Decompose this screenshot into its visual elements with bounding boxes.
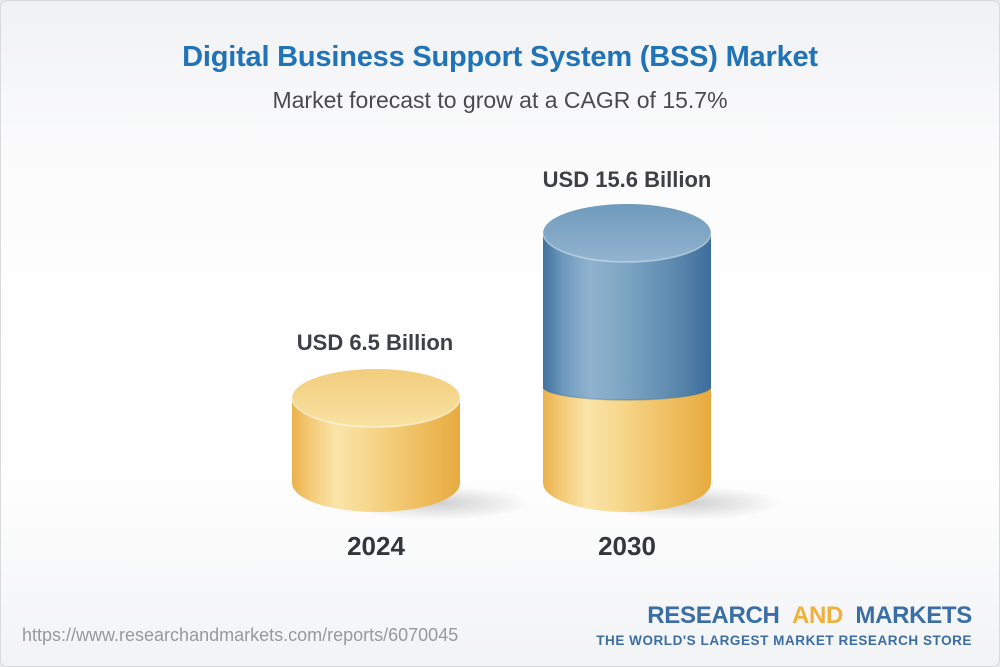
logo-word-and: AND: [791, 602, 844, 629]
bar-2030-gold-segment: [543, 387, 711, 512]
chart-title: Digital Business Support System (BSS) Ma…: [182, 41, 818, 73]
chart-subtitle: Market forecast to grow at a CAGR of 15.…: [272, 87, 728, 113]
logo-wordmark: RESEARCH AND MARKETS: [596, 602, 972, 630]
value-label-2030: USD 15.6 Billion: [542, 167, 712, 192]
bar-2024-cylinder: [291, 369, 461, 512]
category-label-2024: 2024: [347, 531, 405, 561]
category-label-2030: 2030: [598, 531, 656, 561]
logo-tagline: THE WORLD'S LARGEST MARKET RESEARCH STOR…: [596, 633, 972, 648]
bar-2030-cylinder: [542, 204, 712, 512]
value-label-2024: USD 6.5 Billion: [296, 330, 454, 355]
bar-2030-blue-segment: [543, 233, 711, 400]
logo-word-markets: MARKETS: [855, 602, 972, 629]
logo-word-research: RESEARCH: [647, 602, 780, 629]
report-url[interactable]: https://www.researchandmarkets.com/repor…: [22, 625, 459, 645]
research-and-markets-logo[interactable]: RESEARCH AND MARKETS THE WORLD'S LARGEST…: [596, 602, 972, 648]
